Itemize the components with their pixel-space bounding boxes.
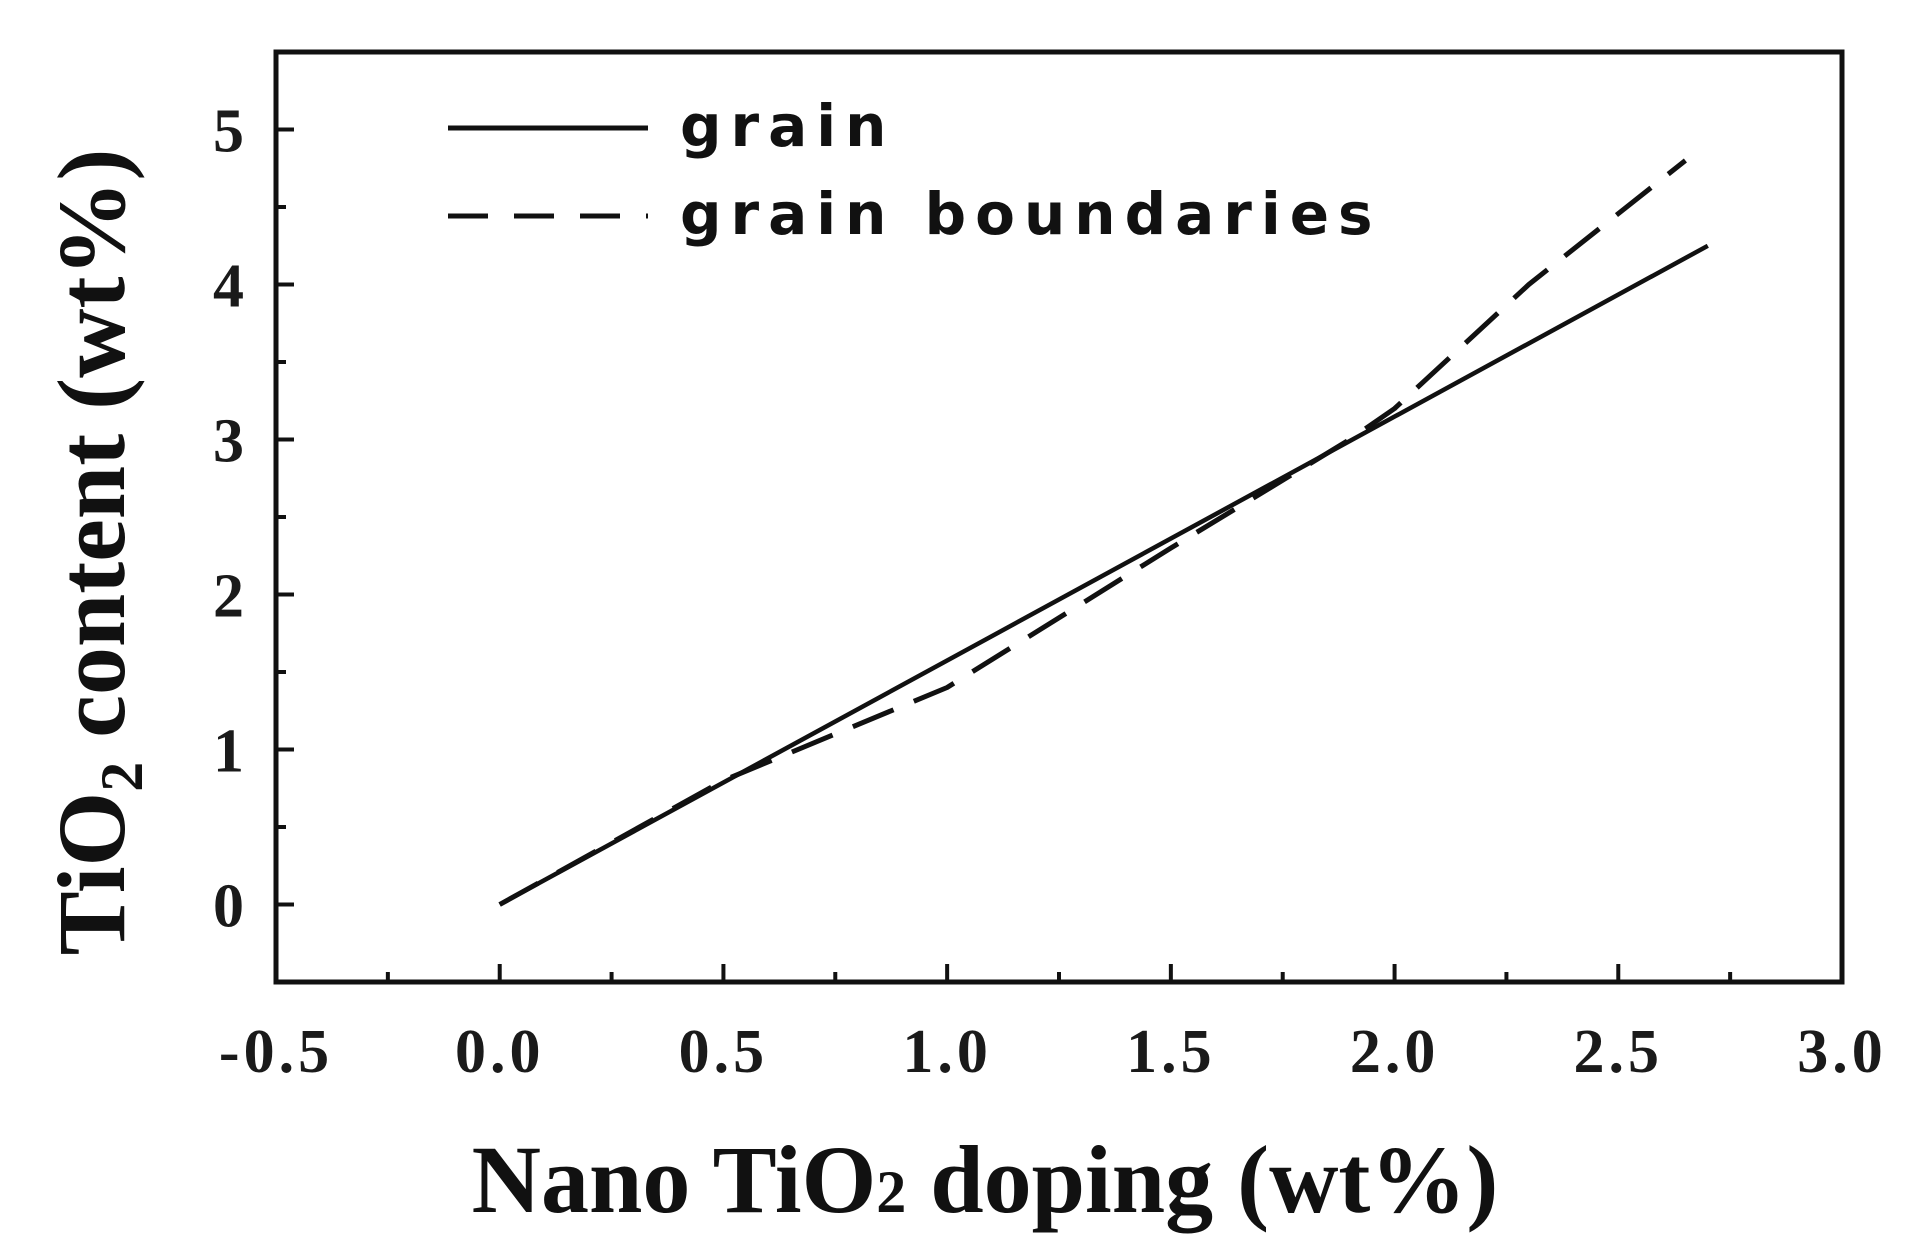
y-tick-label: 0: [213, 873, 248, 941]
x-tick-label: 3.0: [1797, 1018, 1887, 1086]
legend: grain grain boundaries: [448, 92, 1382, 248]
legend-label: grain boundaries: [680, 180, 1382, 248]
y-tick-label: 4: [213, 253, 248, 321]
series-layer: [498, 158, 1709, 907]
x-tick-label: 1.5: [1126, 1018, 1216, 1086]
y-tick-label: 3: [213, 408, 248, 476]
x-tick-label: 0.5: [679, 1018, 769, 1086]
y-tick-label: 2: [213, 563, 248, 631]
x-tick-label: 1.0: [902, 1018, 992, 1086]
y-tick-label: 5: [213, 98, 248, 166]
y-axis-title: TiO2 content (wt%): [38, 149, 155, 956]
y-tick-labels: 0 1 2 3 4 5: [213, 98, 248, 941]
plot-area-frame: [273, 49, 1845, 985]
legend-label: grain: [680, 92, 895, 160]
y-tick-label: 1: [213, 718, 248, 786]
x-tick-label: 2.0: [1350, 1018, 1440, 1086]
x-axis-title: Nano TiO2 doping (wt%): [472, 1126, 1499, 1233]
x-tick-label: 0.0: [455, 1018, 545, 1086]
series-line-grain-boundaries: [498, 158, 1687, 907]
x-tick-label: -0.5: [219, 1018, 333, 1086]
x-tick-label: 2.5: [1574, 1018, 1664, 1086]
x-tick-labels: -0.5 0.0 0.5 1.0 1.5 2.0 2.5 3.0: [219, 1018, 1887, 1086]
